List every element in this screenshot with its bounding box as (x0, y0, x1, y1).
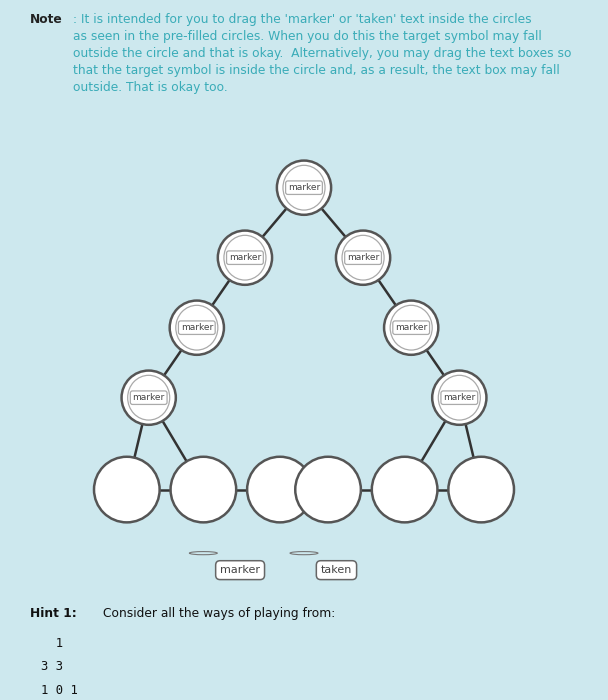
Text: marker: marker (133, 393, 165, 402)
Circle shape (432, 370, 486, 425)
Circle shape (171, 457, 236, 522)
Text: marker: marker (443, 393, 475, 402)
Text: marker: marker (220, 565, 260, 575)
Circle shape (295, 457, 361, 522)
Circle shape (122, 370, 176, 425)
Text: Hint 1:: Hint 1: (30, 607, 77, 620)
Text: marker: marker (181, 323, 213, 332)
Circle shape (336, 230, 390, 285)
Circle shape (247, 457, 313, 522)
Text: 1 0 1: 1 0 1 (41, 684, 78, 696)
Text: taken: taken (321, 565, 352, 575)
Circle shape (218, 230, 272, 285)
Text: marker: marker (229, 253, 261, 262)
Text: 1: 1 (41, 637, 63, 650)
Text: : It is intended for you to drag the 'marker' or 'taken' text inside the circles: : It is intended for you to drag the 'ma… (74, 13, 572, 94)
Text: marker: marker (288, 183, 320, 192)
Text: marker: marker (347, 253, 379, 262)
Text: Note: Note (30, 13, 63, 26)
Circle shape (448, 457, 514, 522)
Circle shape (372, 457, 437, 522)
Text: 3 3: 3 3 (41, 660, 63, 673)
Circle shape (170, 300, 224, 355)
Circle shape (384, 300, 438, 355)
Text: marker: marker (395, 323, 427, 332)
Circle shape (277, 160, 331, 215)
Circle shape (94, 457, 160, 522)
Text: Consider all the ways of playing from:: Consider all the ways of playing from: (103, 607, 335, 620)
